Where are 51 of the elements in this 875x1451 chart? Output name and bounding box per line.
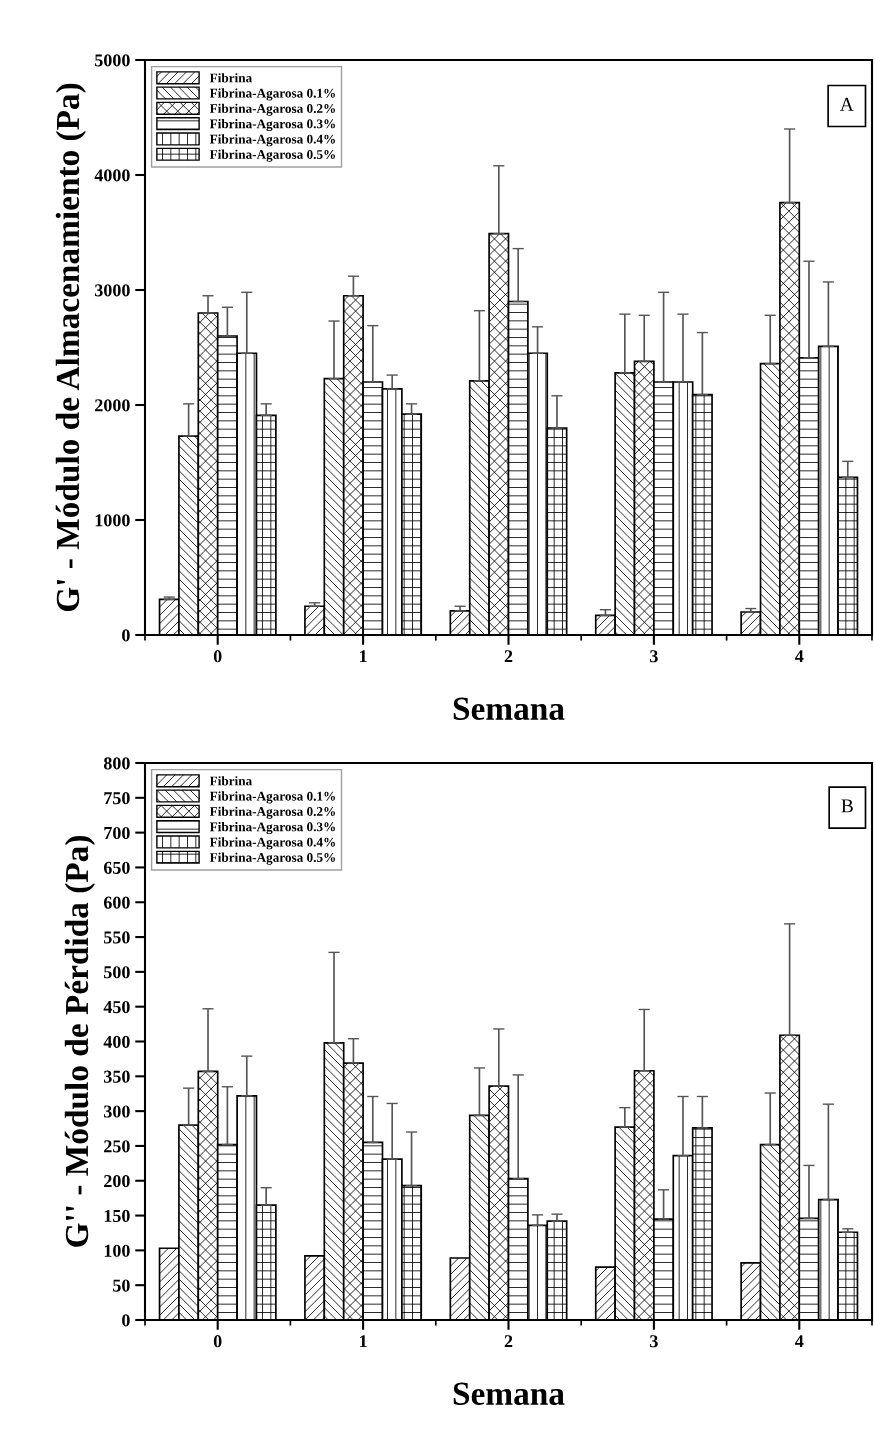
legend-label: Fibrina-Agarosa 0.5% bbox=[209, 149, 335, 162]
legend-label: Fibrina-Agarosa 0.5% bbox=[209, 852, 335, 865]
x-tick-label: 4 bbox=[795, 650, 804, 663]
x-tick-label: 3 bbox=[650, 1335, 658, 1348]
x-tick-label: 4 bbox=[795, 1335, 804, 1348]
y-axis-title: G' - Módulo de Almacenamiento (Pa) bbox=[55, 83, 86, 612]
legend-label: Fibrina-Agarosa 0.2% bbox=[209, 103, 335, 116]
y-tick-label: 0 bbox=[122, 629, 130, 642]
y-tick-label: 50 bbox=[113, 1279, 130, 1292]
legend-label: Fibrina-Agarosa 0.3% bbox=[209, 821, 335, 835]
x-tick-label: 1 bbox=[360, 1335, 367, 1348]
y-tick-label: 600 bbox=[103, 896, 130, 909]
y-tick-label: 1000 bbox=[95, 514, 130, 527]
y-tick-label: 3000 bbox=[94, 284, 130, 297]
y-tick-label: 200 bbox=[104, 1175, 130, 1188]
y-tick-label: 700 bbox=[104, 826, 130, 840]
x-axis-title: Semana bbox=[453, 697, 565, 720]
legend-label: Fibrina-Agarosa 0.4% bbox=[209, 134, 335, 147]
x-tick-label: 2 bbox=[504, 650, 513, 663]
legend-label: Fibrina-Agarosa 0.1% bbox=[209, 791, 335, 804]
legend-label: Fibrina bbox=[209, 73, 252, 83]
y-tick-label: 500 bbox=[104, 966, 130, 979]
y-tick-label: 0 bbox=[122, 1314, 130, 1327]
y-tick-label: 800 bbox=[103, 757, 130, 770]
legend-label: Fibrina-Agarosa 0.4% bbox=[209, 837, 335, 850]
legend-label: Fibrina bbox=[209, 776, 252, 786]
x-tick-label: 1 bbox=[360, 650, 367, 663]
y-tick-label: 4000 bbox=[94, 169, 130, 182]
y-tick-label: 5000 bbox=[95, 54, 130, 67]
y-tick-label: 450 bbox=[103, 1000, 130, 1014]
x-tick-label: 3 bbox=[650, 650, 658, 663]
y-tick-label: 2000 bbox=[95, 399, 130, 412]
x-tick-label: 2 bbox=[504, 1335, 513, 1348]
legend-label: Fibrina-Agarosa 0.3% bbox=[209, 118, 335, 132]
y-tick-label: 150 bbox=[104, 1209, 130, 1222]
y-axis-title: G'' - Módulo de Pérdida (Pa) bbox=[64, 836, 95, 1247]
y-tick-label: 400 bbox=[103, 1035, 130, 1048]
y-tick-label: 750 bbox=[104, 792, 130, 805]
x-axis-title: Semana bbox=[453, 1382, 565, 1405]
y-tick-label: 550 bbox=[104, 931, 130, 944]
x-tick-label: 0 bbox=[213, 650, 222, 663]
annotation: B bbox=[841, 799, 853, 813]
y-tick-label: 100 bbox=[104, 1244, 130, 1257]
y-tick-label: 300 bbox=[104, 1105, 130, 1118]
legend-label: Fibrina-Agarosa 0.1% bbox=[209, 88, 335, 101]
legend-label: Fibrina-Agarosa 0.2% bbox=[209, 806, 335, 819]
y-tick-label: 350 bbox=[104, 1070, 130, 1083]
annotation: A bbox=[839, 97, 854, 111]
y-tick-label: 650 bbox=[103, 861, 130, 874]
x-tick-label: 0 bbox=[213, 1335, 222, 1348]
y-tick-label: 250 bbox=[104, 1140, 130, 1153]
